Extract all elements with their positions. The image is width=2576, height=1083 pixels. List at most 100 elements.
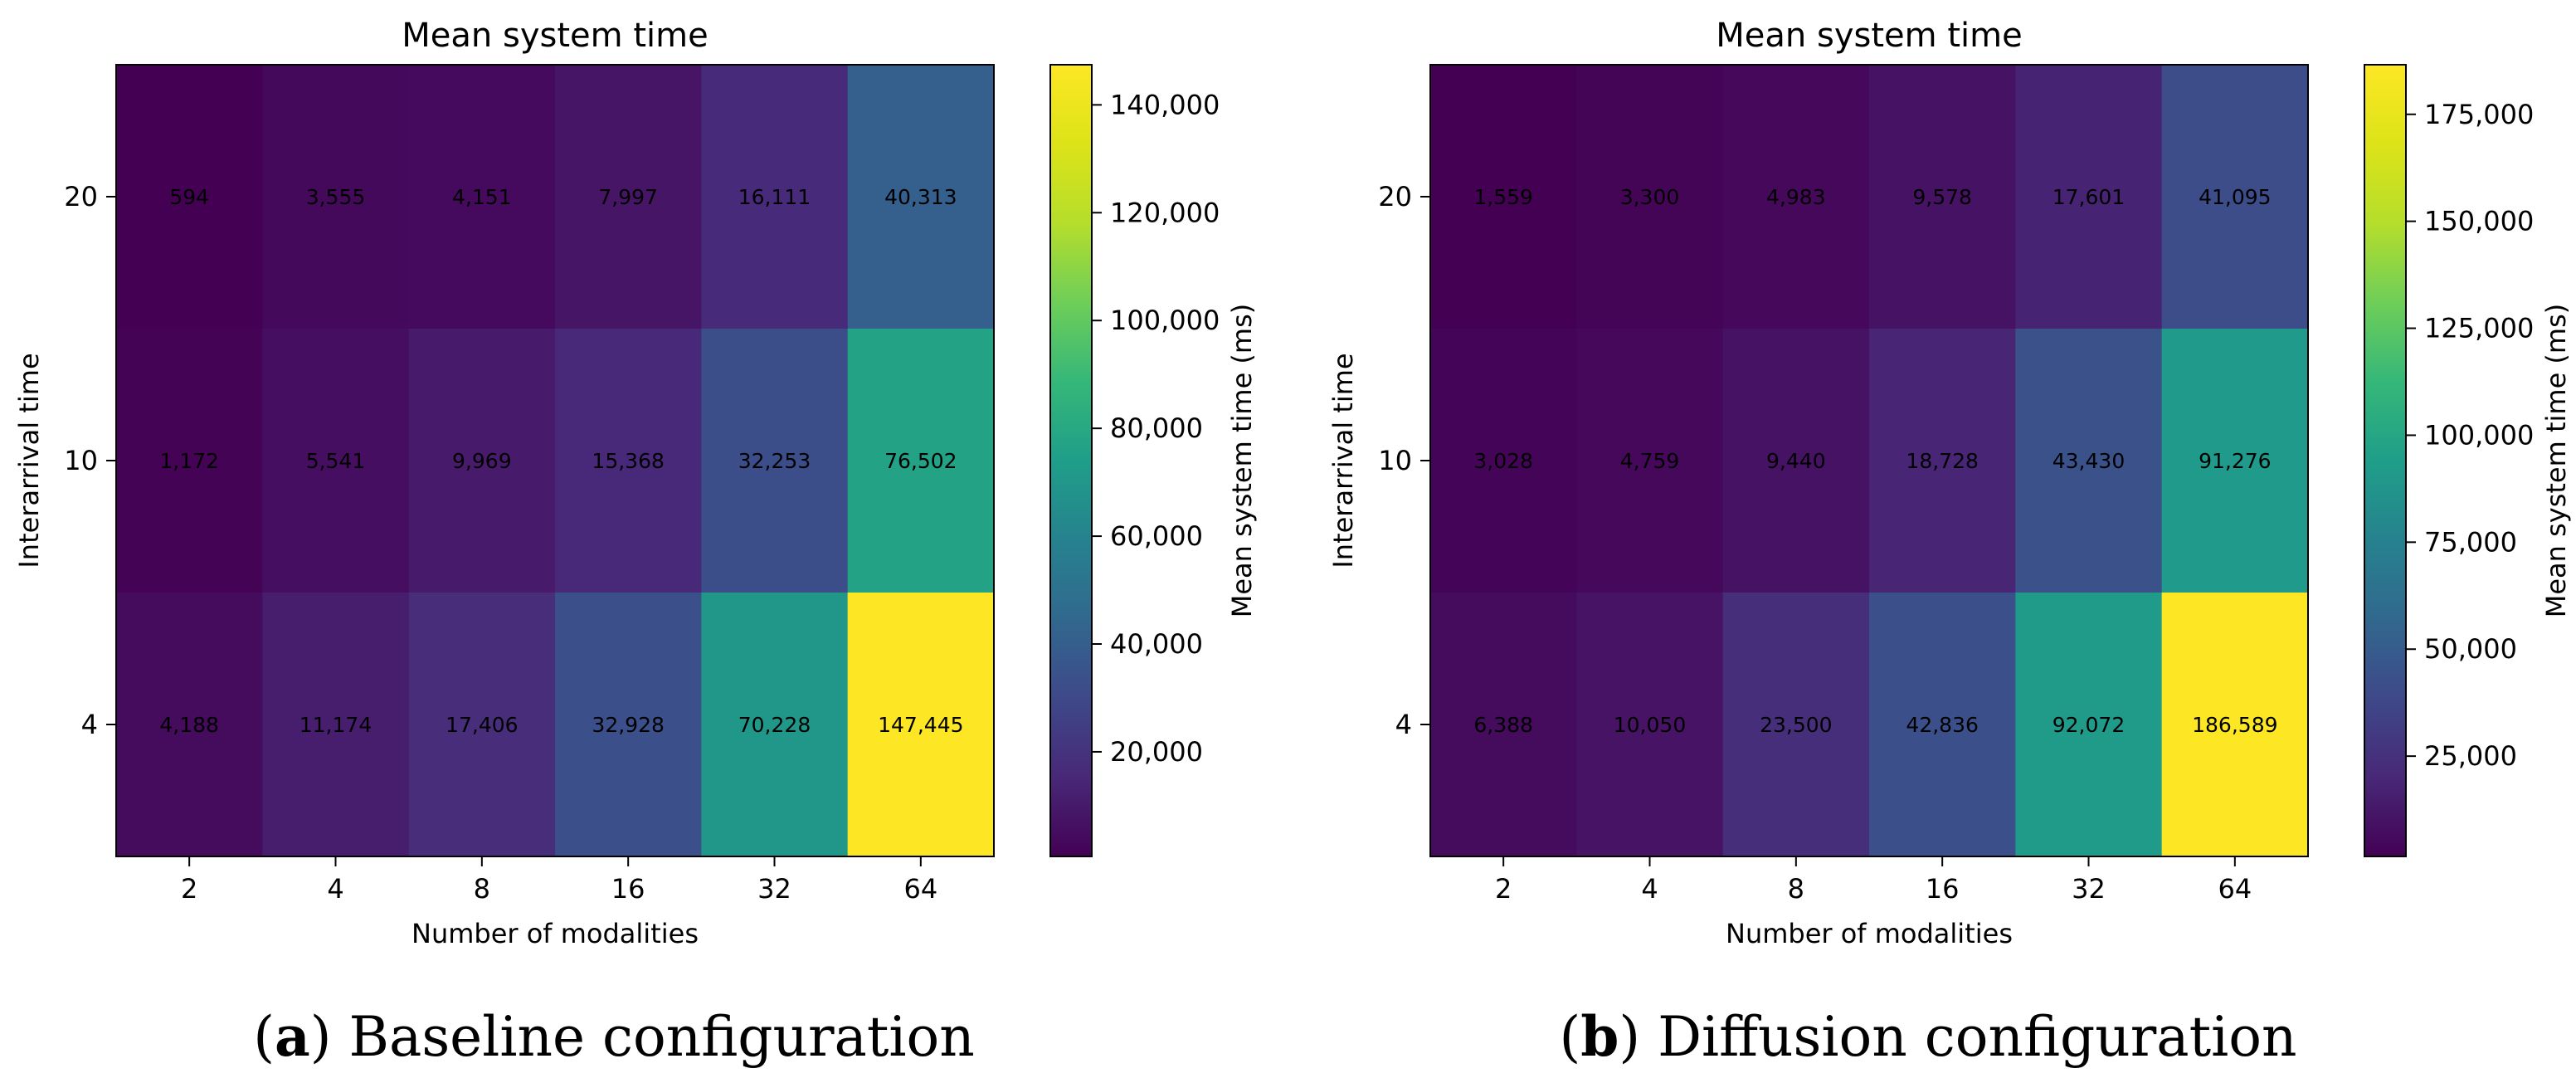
heatmap-cell [262, 593, 410, 857]
heatmap-panel-diffusion: Mean system time 1,559 3,300 4,983 9,578 17,6… [1327, 17, 2572, 1069]
cell-value-label: 9,578 [1912, 185, 1972, 209]
cell-value-label: 3,028 [1473, 449, 1533, 473]
heatmap-cell [1430, 329, 1577, 593]
heatmap-cell [1869, 593, 2016, 857]
cell-value-label: 186,589 [2192, 713, 2277, 737]
caption-paren-close: ) [1619, 1005, 1640, 1069]
heatmap-cell [1430, 593, 1577, 857]
colorbar-tick-label: 75,000 [2424, 526, 2517, 558]
cell-value-label: 9,440 [1766, 449, 1826, 473]
heatmap-cell [408, 329, 556, 593]
heatmap-cell [1869, 329, 2016, 593]
cell-value-label: 10,050 [1614, 713, 1686, 737]
x-tick-label: 2 [181, 873, 197, 905]
heatmap-cell [1722, 65, 1870, 329]
cell-value-label: 17,406 [446, 713, 518, 737]
cell-value-label: 91,276 [2199, 449, 2271, 473]
heatmap-cell [1576, 329, 1724, 593]
cell-value-label: 147,445 [878, 713, 963, 737]
cell-value-label: 4,151 [452, 185, 512, 209]
colorbar-tick-label: 125,000 [2424, 313, 2534, 344]
heatmap-cell [2015, 329, 2163, 593]
cell-value-label: 18,728 [1906, 449, 1978, 473]
heatmap-cell [1576, 593, 1724, 857]
cell-value-label: 32,253 [738, 449, 811, 473]
x-tick-label: 64 [2218, 873, 2252, 905]
heatmap-cell [701, 329, 849, 593]
x-tick-label: 4 [1641, 873, 1658, 905]
cell-value-label: 16,111 [738, 185, 811, 209]
y-tick-label: 4 [1395, 709, 1412, 740]
cell-value-label: 6,388 [1473, 713, 1533, 737]
colorbar-label: Mean system time (ms) [2540, 304, 2572, 618]
heatmap-cell [116, 329, 263, 593]
cell-value-label: 594 [169, 185, 209, 209]
colorbar-tick-label: 100,000 [2424, 419, 2534, 451]
x-tick-label: 32 [2072, 873, 2106, 905]
heatmap-cell [1869, 65, 2016, 329]
caption-letter: a [275, 1004, 310, 1069]
cell-value-label: 70,228 [738, 713, 811, 737]
cell-value-label: 23,500 [1760, 713, 1832, 737]
cell-value-label: 11,174 [299, 713, 372, 737]
colorbar [1049, 64, 1093, 857]
heatmap-cell [701, 65, 849, 329]
caption-paren-open: ( [253, 1005, 275, 1069]
caption-paren-open: ( [1559, 1005, 1580, 1069]
colorbar-tick-label: 50,000 [2424, 633, 2517, 665]
colorbar-tick-label: 140,000 [1110, 89, 1220, 120]
colorbar-tick-label: 40,000 [1110, 628, 1203, 660]
heatmap-cell [555, 65, 702, 329]
x-axis-label: Number of modalities [1726, 918, 2013, 949]
heatmap-cell [262, 65, 410, 329]
cell-value-label: 43,430 [2053, 449, 2125, 473]
y-tick-label: 10 [64, 445, 98, 476]
heatmap-cell [116, 593, 263, 857]
cell-value-label: 9,969 [452, 449, 512, 473]
colorbar-label: Mean system time (ms) [1226, 304, 1258, 618]
heatmap-cell [2015, 593, 2163, 857]
x-tick-label: 4 [327, 873, 343, 905]
colorbar-tick-label: 120,000 [1110, 197, 1220, 228]
cell-value-label: 41,095 [2199, 185, 2271, 209]
colorbar-tick-label: 100,000 [1110, 305, 1220, 336]
colorbar [2364, 64, 2407, 857]
heatmap-cell [2161, 329, 2309, 593]
heatmap-cell [408, 593, 556, 857]
cell-value-label: 5,541 [306, 449, 366, 473]
cell-value-label: 1,559 [1473, 185, 1533, 209]
caption-text: Diffusion configuration [1640, 1005, 2296, 1069]
colorbar-tick-label: 175,000 [2424, 99, 2534, 130]
cell-value-label: 15,368 [592, 449, 664, 473]
x-tick-label: 2 [1495, 873, 1512, 905]
heatmap-cell [1576, 65, 1724, 329]
x-tick-label: 8 [1788, 873, 1804, 905]
y-tick-label: 10 [1378, 445, 1412, 476]
cell-value-label: 4,188 [159, 713, 219, 737]
cell-value-label: 1,172 [159, 449, 219, 473]
cell-value-label: 32,928 [592, 713, 664, 737]
caption-paren-close: ) [310, 1005, 332, 1069]
heatmap-cell [2015, 65, 2163, 329]
x-tick-label: 16 [1926, 873, 1960, 905]
x-tick-label: 16 [611, 873, 645, 905]
colorbar-tick-label: 20,000 [1110, 736, 1203, 768]
cell-value-label: 4,983 [1766, 185, 1826, 209]
heatmap-cell [701, 593, 849, 857]
heatmap-panel-baseline: Mean system time 594 3,555 4,151 7,997 16,111… [13, 17, 1258, 1069]
cell-value-label: 92,072 [2053, 713, 2125, 737]
cell-value-label: 4,759 [1620, 449, 1680, 473]
heatmap-cell [847, 593, 995, 857]
cell-value-label: 3,555 [306, 185, 366, 209]
cell-value-label: 17,601 [2053, 185, 2125, 209]
cell-value-label: 3,300 [1620, 185, 1680, 209]
y-tick-label: 20 [1378, 181, 1412, 212]
cell-value-label: 7,997 [598, 185, 658, 209]
colorbar-tick-label: 150,000 [2424, 206, 2534, 237]
x-axis-label: Number of modalities [411, 918, 699, 949]
cell-value-label: 40,313 [884, 185, 957, 209]
y-axis-label: Interarrival time [1327, 353, 1359, 568]
heatmap-cell [2161, 65, 2309, 329]
chart-title: Mean system time [1716, 17, 2022, 55]
